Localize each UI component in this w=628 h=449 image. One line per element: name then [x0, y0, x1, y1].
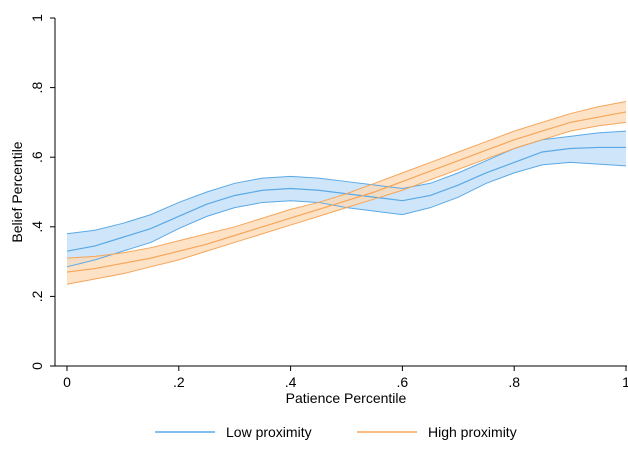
- x-tick-label: .8: [508, 374, 520, 390]
- x-tick-label: .2: [173, 374, 185, 390]
- band-edge-upper-1: [66, 101, 627, 259]
- x-tick-label: 0: [63, 374, 71, 390]
- y-tick-label: .4: [29, 221, 45, 233]
- confidence-bands-layer: [67, 101, 626, 285]
- y-tick-label: .6: [29, 151, 45, 163]
- legend-label-0: Low proximity: [226, 424, 312, 440]
- y-tick-label: .8: [29, 82, 45, 94]
- y-tick-label: 1: [29, 14, 45, 22]
- series-line-1: [66, 111, 627, 273]
- y-tick-label: 0: [29, 362, 45, 370]
- x-tick-label: .4: [285, 374, 297, 390]
- y-axis-title: Belief Percentile: [9, 141, 25, 242]
- axes-layer: 0 .2 .4 .6 .8 1 0 .2 .4 .6 .8 1 Patience Percentile B…: [9, 14, 628, 406]
- legend-layer: Low proximity High proximity: [155, 424, 517, 440]
- band-edge-lower-1: [66, 121, 627, 285]
- series-lines-layer: [66, 101, 627, 285]
- x-tick-label: .6: [397, 374, 409, 390]
- confidence-band-1: [67, 101, 626, 285]
- x-tick-label: 1: [622, 374, 628, 390]
- x-axis-title: Patience Percentile: [286, 390, 407, 406]
- legend-label-1: High proximity: [428, 424, 517, 440]
- y-tick-label: .2: [29, 290, 45, 302]
